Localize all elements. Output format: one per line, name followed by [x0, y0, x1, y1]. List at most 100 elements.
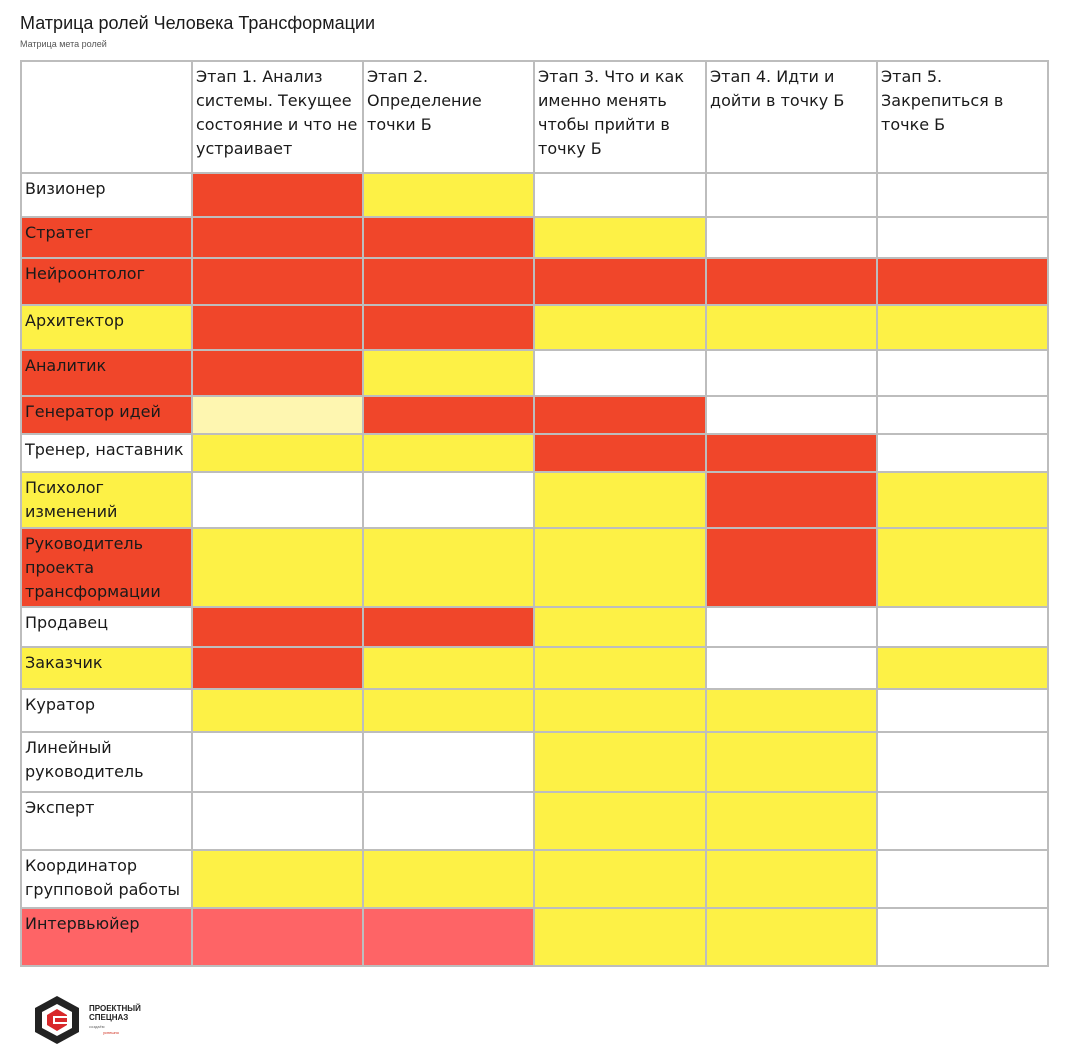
role-row: Руководитель проекта трансформации: [20, 527, 1049, 608]
stage-2-cell: [362, 791, 535, 851]
stage-1-cell: [191, 646, 364, 690]
stage-1-cell: [191, 688, 364, 733]
stage-5-cell: [876, 304, 1049, 351]
stage-5-cell: [876, 688, 1049, 733]
role-label-cell: Координатор групповой работы: [20, 849, 193, 909]
stage-5-cell: [876, 395, 1049, 435]
stage-5-cell: [876, 907, 1049, 967]
role-row: Нейроонтолог: [20, 257, 1049, 306]
role-row: Тренер, наставник: [20, 433, 1049, 473]
stage-3-cell: [533, 304, 707, 351]
stage-1-cell: [191, 907, 364, 967]
stage-1-cell: [191, 849, 364, 909]
role-label-cell: Линейный руководитель: [20, 731, 193, 793]
stage-2-cell: [362, 688, 535, 733]
stage-3-cell: [533, 791, 707, 851]
header-corner-cell: [20, 60, 193, 174]
stage-4-cell: [705, 791, 878, 851]
stage-5-cell: [876, 257, 1049, 306]
stage-3-cell: [533, 907, 707, 967]
role-label-cell: Визионер: [20, 172, 193, 218]
stage-1-cell: [191, 731, 364, 793]
stage-4-cell: [705, 395, 878, 435]
role-label-cell: Эксперт: [20, 791, 193, 851]
stage-1-cell: [191, 172, 364, 218]
role-label-cell: Куратор: [20, 688, 193, 733]
stage-1-cell: [191, 606, 364, 648]
stage-1-cell: [191, 471, 364, 529]
stage-4-cell: [705, 216, 878, 259]
stage-4-cell: [705, 527, 878, 608]
role-row: Генератор идей: [20, 395, 1049, 435]
logo-hexagon-icon: [35, 996, 79, 1044]
stage-3-cell: [533, 216, 707, 259]
role-row: Визионер: [20, 172, 1049, 218]
role-label-cell: Психолог изменений: [20, 471, 193, 529]
header-stage-2: Этап 2. Определение точки Б: [362, 60, 535, 174]
stage-2-cell: [362, 471, 535, 529]
stage-1-cell: [191, 395, 364, 435]
stage-3-cell: [533, 527, 707, 608]
role-matrix-table: Этап 1. Анализ системы. Текущее состояни…: [20, 60, 1049, 967]
role-label-cell: Тренер, наставник: [20, 433, 193, 473]
stage-1-cell: [191, 433, 364, 473]
header-row: Этап 1. Анализ системы. Текущее состояни…: [20, 60, 1049, 174]
stage-4-cell: [705, 606, 878, 648]
stage-3-cell: [533, 395, 707, 435]
role-label-cell: Стратег: [20, 216, 193, 259]
stage-4-cell: [705, 349, 878, 397]
stage-4-cell: [705, 471, 878, 529]
stage-3-cell: [533, 349, 707, 397]
stage-2-cell: [362, 731, 535, 793]
stage-5-cell: [876, 216, 1049, 259]
stage-5-cell: [876, 349, 1049, 397]
role-row: Эксперт: [20, 791, 1049, 851]
stage-3-cell: [533, 606, 707, 648]
logo-line-2: СПЕЦНАЗ: [89, 1013, 129, 1022]
page-title: Матрица ролей Человека Трансформации: [20, 13, 375, 33]
stage-3-cell: [533, 172, 707, 218]
company-logo: ПРОЕКТНЫЙ СПЕЦНАЗ создаём успешно: [33, 995, 163, 1045]
stage-2-cell: [362, 395, 535, 435]
stage-2-cell: [362, 349, 535, 397]
stage-4-cell: [705, 646, 878, 690]
stage-5-cell: [876, 849, 1049, 909]
stage-3-cell: [533, 688, 707, 733]
role-label-cell: Заказчик: [20, 646, 193, 690]
logo-tagline: создаём: [89, 1024, 105, 1029]
role-row: Продавец: [20, 606, 1049, 648]
role-row: Архитектор: [20, 304, 1049, 351]
stage-2-cell: [362, 849, 535, 909]
stage-1-cell: [191, 304, 364, 351]
stage-4-cell: [705, 731, 878, 793]
stage-5-cell: [876, 606, 1049, 648]
stage-1-cell: [191, 257, 364, 306]
stage-5-cell: [876, 433, 1049, 473]
role-label-cell: Продавец: [20, 606, 193, 648]
role-label-cell: Аналитик: [20, 349, 193, 397]
stage-1-cell: [191, 791, 364, 851]
role-row: Координатор групповой работы: [20, 849, 1049, 909]
stage-2-cell: [362, 216, 535, 259]
role-label-cell: Руководитель проекта трансформации: [20, 527, 193, 608]
page-subtitle: Матрица мета ролей: [20, 39, 107, 49]
stage-3-cell: [533, 433, 707, 473]
logo-tagline-2: успешно: [103, 1030, 119, 1035]
header-stage-4: Этап 4. Идти и дойти в точку Б: [705, 60, 878, 174]
stage-4-cell: [705, 688, 878, 733]
stage-5-cell: [876, 172, 1049, 218]
stage-1-cell: [191, 349, 364, 397]
role-row: Аналитик: [20, 349, 1049, 397]
role-row: Стратег: [20, 216, 1049, 259]
stage-2-cell: [362, 257, 535, 306]
stage-2-cell: [362, 606, 535, 648]
stage-4-cell: [705, 433, 878, 473]
stage-4-cell: [705, 907, 878, 967]
role-row: Заказчик: [20, 646, 1049, 690]
stage-4-cell: [705, 304, 878, 351]
stage-3-cell: [533, 731, 707, 793]
role-label-cell: Генератор идей: [20, 395, 193, 435]
role-row: Куратор: [20, 688, 1049, 733]
stage-3-cell: [533, 646, 707, 690]
role-label-cell: Архитектор: [20, 304, 193, 351]
